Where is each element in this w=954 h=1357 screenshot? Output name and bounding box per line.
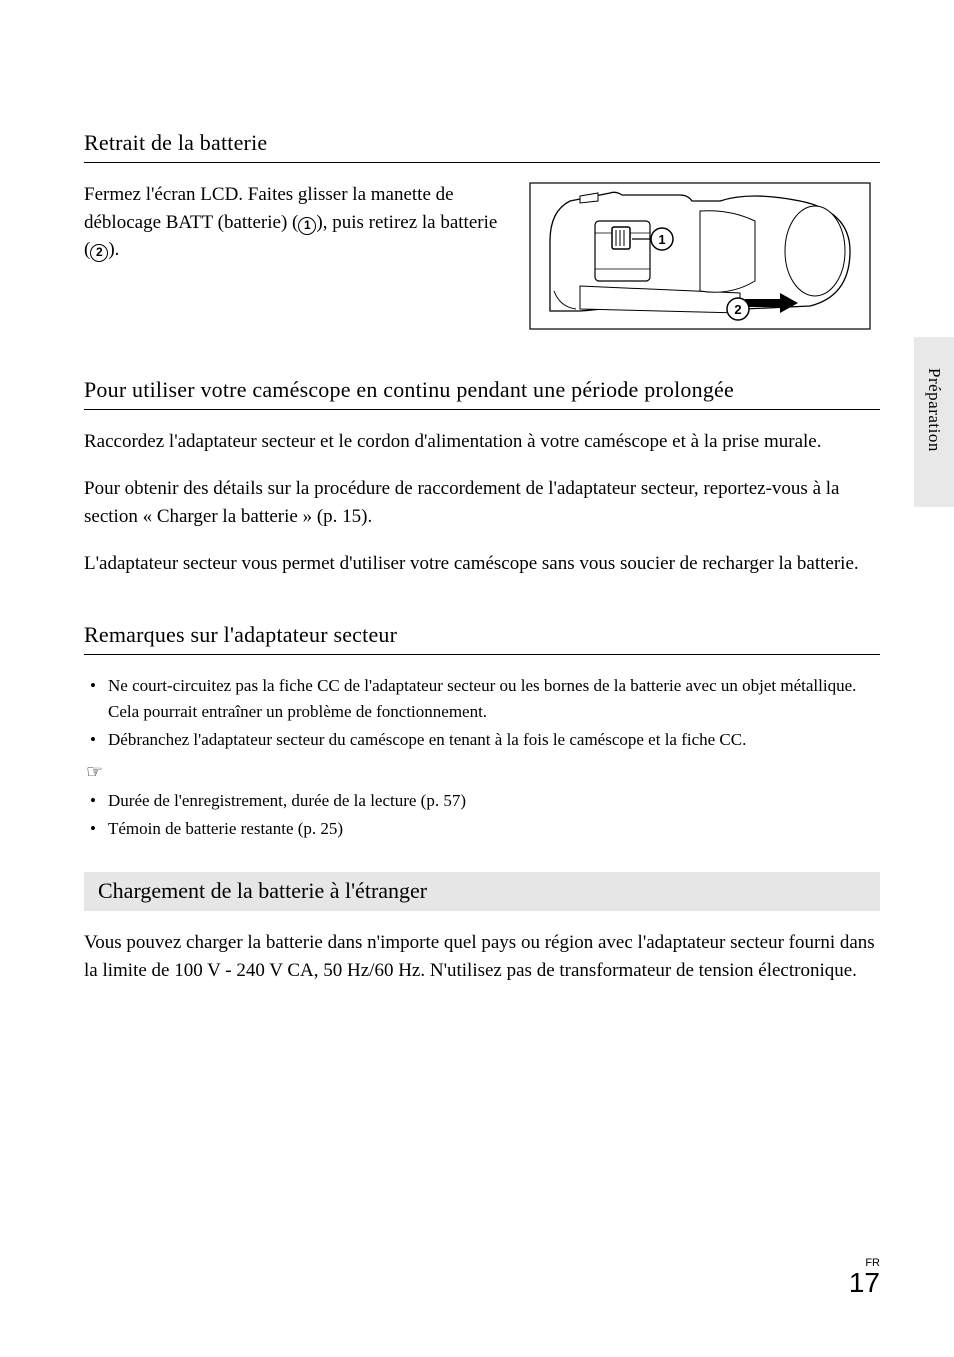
page-number-n: 17 <box>849 1267 880 1298</box>
heading-retrait: Retrait de la batterie <box>84 130 880 163</box>
remarques-b3: Durée de l'enregistrement, durée de la l… <box>90 788 880 814</box>
row-retrait: Fermez l'écran LCD. Faites glisser la ma… <box>84 181 880 331</box>
continu-p3: L'adaptateur secteur vous permet d'utili… <box>84 550 880 579</box>
remarques-b2: Débranchez l'adaptateur secteur du camés… <box>90 727 880 753</box>
remarques-b1: Ne court-circuitez pas la fiche CC de l'… <box>90 673 880 724</box>
page-content: Retrait de la batterie Fermez l'écran LC… <box>0 0 954 1357</box>
circled-1-inline: 1 <box>298 217 316 235</box>
heading-chargement: Chargement de la batterie à l'étranger <box>84 872 880 911</box>
circled-2-inline: 2 <box>90 244 108 262</box>
continu-p1: Raccordez l'adaptateur secteur et le cor… <box>84 428 880 457</box>
continu-p2: Pour obtenir des détails sur la procédur… <box>84 475 880 532</box>
heading-remarques: Remarques sur l'adaptateur secteur <box>84 622 880 655</box>
svg-text:1: 1 <box>658 232 665 247</box>
retrait-text-c: ). <box>108 239 119 260</box>
remarques-list1: Ne court-circuitez pas la fiche CC de l'… <box>90 673 880 753</box>
svg-text:2: 2 <box>734 302 741 317</box>
retrait-text: Fermez l'écran LCD. Faites glisser la ma… <box>84 181 500 331</box>
remarques-list2: Durée de l'enregistrement, durée de la l… <box>90 788 880 842</box>
hand-icon: ☞ <box>86 761 880 784</box>
page-number: FR 17 <box>849 1257 880 1299</box>
camcorder-diagram: 1 2 <box>520 181 880 331</box>
chargement-p1: Vous pouvez charger la batterie dans n'i… <box>84 929 880 986</box>
heading-continu: Pour utiliser votre caméscope en continu… <box>84 377 880 410</box>
remarques-b4: Témoin de batterie restante (p. 25) <box>90 816 880 842</box>
